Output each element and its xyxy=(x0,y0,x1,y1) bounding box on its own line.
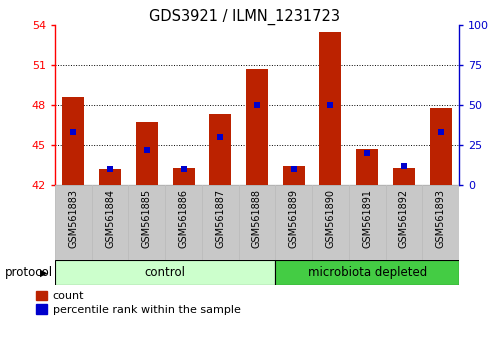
Bar xyxy=(62,97,84,185)
Bar xyxy=(209,114,231,185)
Bar xyxy=(92,185,128,260)
Bar xyxy=(136,122,158,185)
Bar xyxy=(165,185,202,260)
Text: GSM561890: GSM561890 xyxy=(325,189,335,248)
Bar xyxy=(275,185,311,260)
Text: GSM561893: GSM561893 xyxy=(435,189,445,248)
Text: ▶: ▶ xyxy=(40,268,48,278)
Text: GSM561887: GSM561887 xyxy=(215,189,225,248)
Bar xyxy=(282,166,304,185)
Text: GSM561884: GSM561884 xyxy=(105,189,115,248)
Bar xyxy=(348,185,385,260)
Bar xyxy=(238,185,275,260)
Bar xyxy=(55,185,92,260)
Text: GSM561889: GSM561889 xyxy=(288,189,298,248)
Text: GSM561883: GSM561883 xyxy=(68,189,78,248)
Bar xyxy=(238,185,275,260)
Text: protocol: protocol xyxy=(5,266,53,279)
Bar xyxy=(92,185,128,260)
Bar xyxy=(245,69,267,185)
Bar xyxy=(385,185,422,260)
Bar xyxy=(319,32,341,185)
Text: GSM561886: GSM561886 xyxy=(178,189,188,248)
Text: GSM561885: GSM561885 xyxy=(142,189,151,248)
Bar xyxy=(422,185,458,260)
Bar xyxy=(355,149,377,185)
Bar xyxy=(172,168,194,185)
Text: microbiota depleted: microbiota depleted xyxy=(307,266,426,279)
Bar xyxy=(165,185,202,260)
Bar xyxy=(348,185,385,260)
Legend: count, percentile rank within the sample: count, percentile rank within the sample xyxy=(36,291,240,315)
Text: GSM561892: GSM561892 xyxy=(398,189,408,248)
Bar xyxy=(128,185,165,260)
Text: control: control xyxy=(144,266,185,279)
Bar xyxy=(55,185,92,260)
Bar xyxy=(385,185,422,260)
Text: GDS3921 / ILMN_1231723: GDS3921 / ILMN_1231723 xyxy=(149,9,339,25)
Bar xyxy=(275,185,311,260)
Bar xyxy=(55,260,275,285)
Bar xyxy=(429,108,451,185)
Bar xyxy=(422,185,458,260)
Bar xyxy=(311,185,348,260)
Bar xyxy=(392,168,414,185)
Bar xyxy=(275,260,458,285)
Bar xyxy=(202,185,238,260)
Bar xyxy=(311,185,348,260)
Text: GSM561888: GSM561888 xyxy=(251,189,262,248)
Bar xyxy=(128,185,165,260)
Text: GSM561891: GSM561891 xyxy=(362,189,371,248)
Bar xyxy=(99,169,121,185)
Bar xyxy=(202,185,238,260)
